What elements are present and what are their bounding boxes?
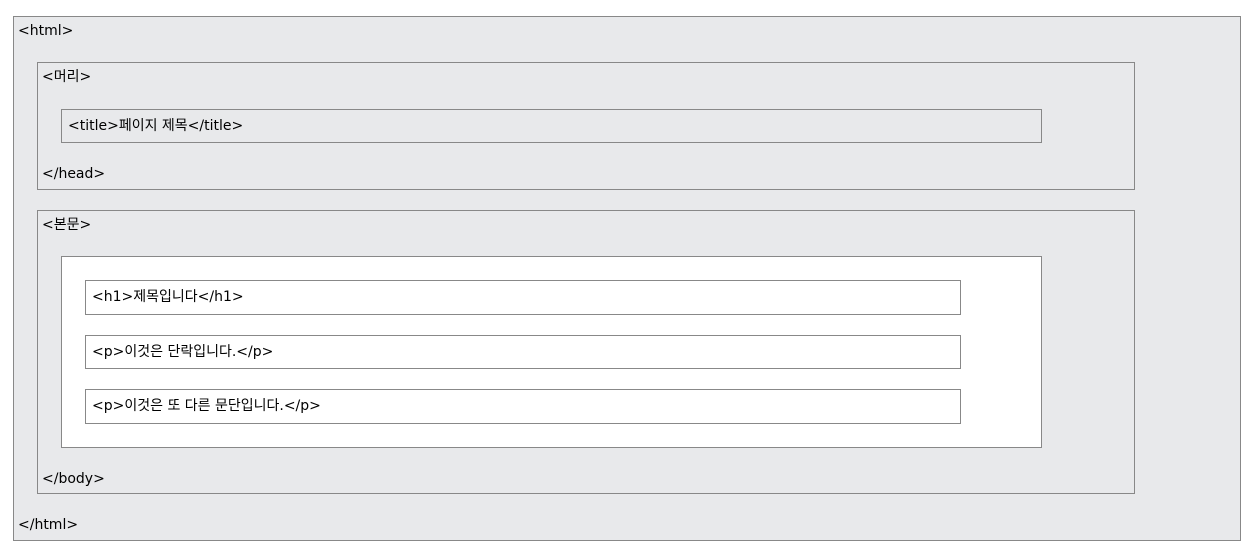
- p-box-1: [85, 335, 961, 369]
- title-element: <title>페이지 제목</title>: [68, 118, 244, 134]
- body-open-tag: <본문>: [42, 217, 92, 233]
- head-close-tag: </head>: [42, 166, 106, 182]
- p-box-2: [85, 389, 961, 424]
- html-close-tag: </html>: [18, 517, 79, 533]
- h1-box: [85, 280, 961, 315]
- title-box: [61, 109, 1042, 143]
- p-element-2: <p>이것은 또 다른 문단입니다.</p>: [92, 398, 321, 414]
- html-open-tag: <html>: [18, 23, 74, 39]
- p-element-1: <p>이것은 단락입니다.</p>: [92, 344, 274, 360]
- head-open-tag: <머리>: [42, 69, 92, 85]
- h1-element: <h1>제목입니다</h1>: [92, 289, 244, 305]
- body-close-tag: </body>: [42, 471, 105, 487]
